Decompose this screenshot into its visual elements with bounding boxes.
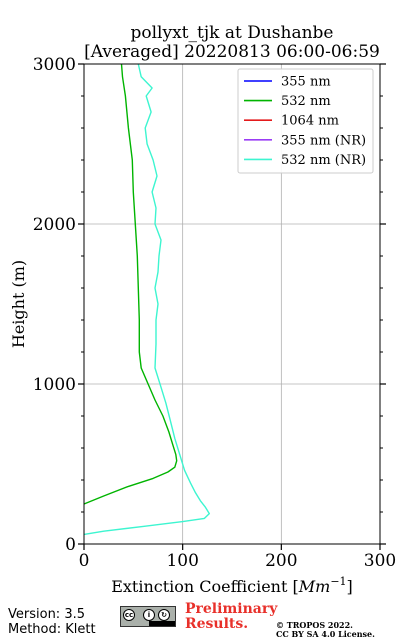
data-series-lines — [83, 63, 211, 536]
cc-logo-bar — [149, 621, 175, 626]
x-axis-label-unit: Mm — [298, 577, 331, 596]
cc-license-logo: cc i ↻ — [120, 606, 176, 627]
prelim-line-2: Results. — [185, 616, 249, 632]
series-line-532-nm-nr- — [83, 63, 211, 536]
x-axis-label-exponent: −1 — [330, 575, 346, 588]
x-tick-label: 200 — [265, 551, 297, 571]
chart-title: pollyxt_tjk at Dushanbe — [131, 23, 334, 43]
x-tick-label: 0 — [79, 551, 90, 571]
y-tick-label: 1000 — [33, 375, 76, 395]
prelim-line-1: Preliminary — [185, 601, 278, 617]
by-icon: i — [143, 609, 155, 621]
plot-frame — [83, 63, 381, 545]
chart-subtitle: [Averaged] 20220813 06:00-06:59 — [84, 42, 380, 62]
x-axis-label: Extinction Coefficient [Mm−1] — [111, 575, 353, 596]
legend: 355 nm 532 nm 1064 nm 355 nm (NR) 532 nm (NR… — [237, 68, 374, 174]
legend-label: 355 nm (NR) — [281, 133, 366, 148]
method-text: Method: Klett — [8, 622, 96, 637]
legend-label: 532 nm — [281, 94, 331, 109]
x-tick-label: 100 — [166, 551, 198, 571]
x-tick-label: 300 — [364, 551, 396, 571]
y-tick-label: 0 — [65, 535, 76, 555]
x-axis-label-text: Extinction Coefficient [ — [111, 577, 299, 596]
copyright-line-2: CC BY SA 4.0 License. — [276, 629, 375, 639]
x-axis-label-end: ] — [347, 577, 353, 596]
cc-icon: cc — [123, 609, 135, 621]
preliminary-results-notice: Preliminary Results. — [185, 602, 277, 632]
y-tick-label: 3000 — [33, 55, 76, 75]
legend-label: 532 nm (NR) — [281, 153, 366, 168]
legend-label: 355 nm — [281, 75, 331, 90]
legend-box — [237, 68, 374, 174]
y-axis-label: Height (m) — [9, 260, 28, 348]
y-tick-label: 2000 — [33, 215, 76, 235]
series-line-532-nm — [83, 63, 178, 505]
legend-label: 1064 nm — [281, 114, 339, 129]
version-text: Version: 3.5 — [8, 607, 85, 622]
sa-icon: ↻ — [158, 609, 170, 621]
copyright-line-1: © TROPOS 2022. — [276, 620, 353, 630]
